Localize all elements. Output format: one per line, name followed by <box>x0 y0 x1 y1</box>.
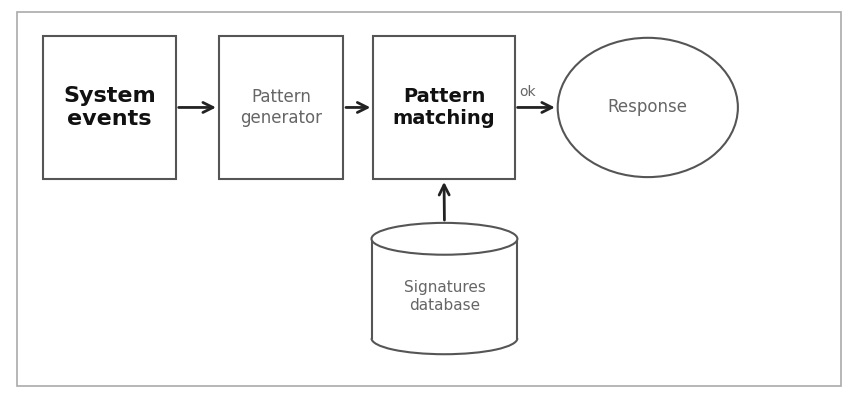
Text: ok: ok <box>519 84 535 99</box>
Text: Response: Response <box>607 98 688 117</box>
FancyBboxPatch shape <box>372 239 517 338</box>
Ellipse shape <box>558 38 738 177</box>
FancyBboxPatch shape <box>373 36 515 179</box>
FancyBboxPatch shape <box>17 12 841 386</box>
Ellipse shape <box>372 223 517 255</box>
Text: Pattern
matching: Pattern matching <box>393 87 495 128</box>
Text: System
events: System events <box>63 86 156 129</box>
FancyBboxPatch shape <box>43 36 176 179</box>
Text: Pattern
generator: Pattern generator <box>240 88 322 127</box>
FancyBboxPatch shape <box>219 36 343 179</box>
Text: Signatures
database: Signatures database <box>403 280 486 313</box>
